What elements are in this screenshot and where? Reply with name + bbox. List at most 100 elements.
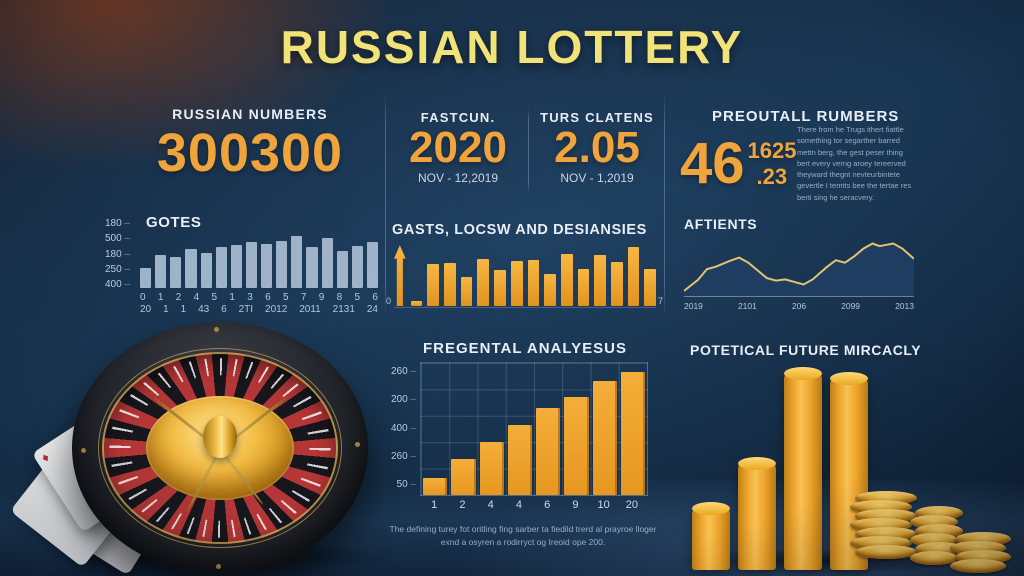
- axis-tick-label: 200: [391, 394, 416, 405]
- axis-tick-label: 180: [105, 218, 130, 229]
- axis-tick-label: 2019: [684, 301, 703, 311]
- bar: [560, 253, 573, 306]
- bar: [610, 262, 623, 306]
- bar: [527, 259, 540, 306]
- gasts-x-max: 7: [658, 296, 664, 306]
- axis-tick-label: 4: [487, 499, 494, 511]
- bar: [423, 477, 448, 495]
- axis-tick-label: 2013: [895, 301, 914, 311]
- fregental-chart-title: FREGENTAL ANALYESUS: [422, 340, 628, 357]
- bar: [261, 243, 273, 288]
- bar: [644, 268, 656, 306]
- aftients-x-axis: 2019 2101 206 2099 2013: [684, 301, 914, 311]
- stat-2-sublabel: NOV - 1,2019: [560, 171, 634, 186]
- bar: [306, 247, 318, 288]
- axis-tick-label: 2TI: [238, 304, 254, 315]
- bar: [394, 245, 406, 306]
- stat-1-value: 2020: [409, 123, 507, 172]
- axis-tick-label: 6: [221, 304, 227, 315]
- aftients-chart-title: AFTIENTS: [684, 216, 758, 232]
- bar: [577, 268, 590, 306]
- axis-tick-label: 20: [625, 499, 638, 511]
- bar: [245, 242, 257, 288]
- axis-tick-label: 1: [180, 304, 187, 315]
- gasts-x-min: 0: [386, 296, 392, 306]
- coin-stack: [950, 532, 1011, 573]
- aftients-chart: [684, 232, 914, 297]
- axis-tick-label: 24: [366, 304, 378, 315]
- divider: [664, 92, 665, 317]
- axis-tick-label: 9: [572, 499, 579, 511]
- bar: [230, 245, 242, 288]
- bar: [215, 247, 227, 288]
- axis-tick-label: 10: [597, 499, 610, 511]
- bar: [564, 397, 589, 495]
- info-paragraph: There from he Trugs ithert fiattle somet…: [797, 125, 912, 202]
- axis-tick-label: 260: [391, 451, 416, 462]
- axis-tick-label: 50: [397, 479, 416, 490]
- axis-tick-label: 500: [105, 233, 130, 244]
- future-cylinders: [690, 360, 872, 570]
- coin-stack: [850, 491, 917, 559]
- big-number-sup: 1625: [747, 138, 797, 163]
- left-stat-label: RUSSIAN NUMBERS: [172, 106, 328, 122]
- preoutall-heading: PREOUTALL RUMBERS: [712, 108, 900, 125]
- bar: [477, 258, 490, 306]
- stat-1-sublabel: NOV - 12,2019: [417, 171, 499, 186]
- gasts-chart: [394, 242, 656, 306]
- stat-block-1: FASTCUN. 2020 NOV - 12,2019: [392, 110, 524, 185]
- bar: [479, 442, 504, 495]
- rim-dot: [216, 564, 221, 569]
- axis-tick-label: 2101: [737, 301, 757, 311]
- bar: [336, 251, 348, 288]
- future-heading: POTETICAL FUTURE MIRCACLY: [690, 342, 922, 358]
- roulette-wheel-image: [72, 322, 368, 574]
- gasts-baseline: [394, 307, 656, 308]
- gotes-chart-title: GOTES: [146, 214, 202, 231]
- bar: [276, 241, 288, 288]
- bar: [494, 270, 506, 306]
- fregental-chart: [420, 362, 648, 496]
- axis-tick-label: 2131: [332, 304, 355, 315]
- bar: [170, 256, 182, 288]
- bar: [185, 249, 197, 288]
- bar: [536, 407, 561, 495]
- bar: [321, 237, 333, 288]
- axis-tick-label: 180: [105, 249, 130, 260]
- axis-tick-label: 1: [163, 304, 169, 315]
- fregental-y-axis: 260 200 400 260 50: [386, 366, 416, 490]
- bar: [620, 372, 645, 495]
- footnote-text: The defining turey fot oritling fing sar…: [389, 524, 657, 548]
- gotes-x-axis-row2: 20 1 1 43 6 2TI 2012 2011 2131 24: [140, 304, 378, 315]
- big-number-sub: .23: [756, 164, 788, 189]
- gold-cylinder: [784, 367, 822, 570]
- bar: [507, 425, 532, 495]
- bar: [155, 255, 167, 288]
- bar: [410, 300, 423, 306]
- bar: [460, 277, 473, 306]
- axis-tick-label: 2099: [841, 301, 861, 311]
- axis-tick-label: 2: [459, 499, 466, 511]
- axis-tick-label: 2011: [299, 304, 321, 315]
- bar: [444, 263, 456, 306]
- rim-dot: [214, 327, 219, 332]
- axis-tick-label: 3: [247, 292, 253, 303]
- axis-tick-label: 260: [391, 366, 416, 377]
- stat-2-value: 2.05: [554, 123, 640, 172]
- coin-icon: [950, 559, 1006, 573]
- axis-tick-label: 20: [140, 304, 152, 315]
- bar: [594, 254, 606, 306]
- bar: [510, 261, 523, 306]
- axis-tick-label: 1: [157, 292, 164, 303]
- axis-tick-label: 5: [283, 292, 289, 303]
- page-title: RUSSIAN LOTTERY: [280, 21, 744, 73]
- axis-tick-label: 6: [544, 499, 551, 511]
- wheel-hub: [203, 416, 237, 458]
- axis-tick-label: 7: [300, 292, 307, 303]
- rim-dot: [355, 442, 360, 447]
- bar: [366, 241, 378, 288]
- bar: [427, 264, 440, 306]
- axis-tick-label: 9: [318, 292, 325, 303]
- gold-cylinder: [738, 457, 776, 570]
